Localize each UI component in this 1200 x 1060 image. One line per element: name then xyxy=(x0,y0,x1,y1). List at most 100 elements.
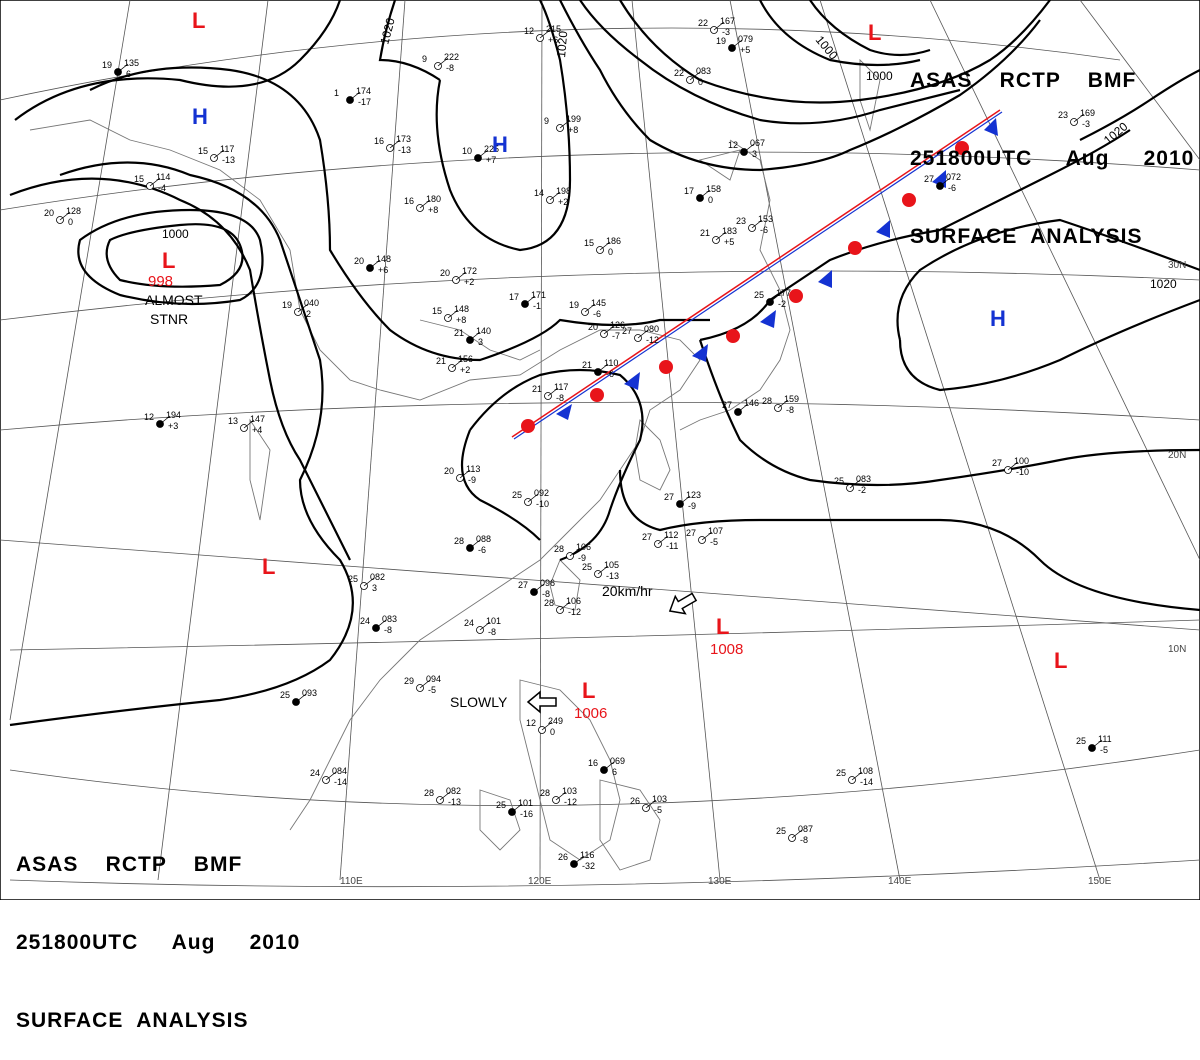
header-time-line: 251800UTC Aug 2010 xyxy=(16,931,301,954)
station-plot: 27 123-9 xyxy=(664,490,701,511)
wind-barb xyxy=(597,363,609,373)
wind-barb xyxy=(549,191,561,201)
station-temperature: 20 xyxy=(440,268,450,278)
station-pressure: 084 xyxy=(332,766,347,776)
station-tendency: -8 xyxy=(488,627,496,637)
station-temperature: 24 xyxy=(310,768,320,778)
map-header-bottom: ASAS RCTP BMF 251800UTC Aug 2010 SURFACE… xyxy=(16,800,300,1060)
station-pressure: 105 xyxy=(604,560,619,570)
station-tendency: -5 xyxy=(1100,745,1108,755)
station-plot: 19 079+5 xyxy=(716,34,753,55)
station-temperature: 26 xyxy=(558,852,568,862)
station-tendency: +2 xyxy=(464,277,474,287)
station-tendency: +8 xyxy=(428,205,438,215)
station-temperature: 25 xyxy=(582,562,592,572)
station-pressure: 186 xyxy=(606,236,621,246)
station-plot: 9 199+8 xyxy=(544,114,581,135)
wind-barb xyxy=(375,619,387,629)
station-tendency: -14 xyxy=(860,777,873,787)
station-plot: 15 148+8 xyxy=(432,304,469,325)
isobar-label: 1020 xyxy=(377,16,398,46)
station-pressure: 111 xyxy=(1098,734,1112,744)
station-plot: 19 145-6 xyxy=(569,298,606,319)
low-center: L xyxy=(582,678,595,703)
station-tendency: -3 xyxy=(1082,119,1090,129)
station-temperature: 28 xyxy=(762,396,772,406)
station-tendency: +8 xyxy=(456,315,466,325)
station-temperature: 25 xyxy=(280,690,290,700)
low-center: L xyxy=(162,248,175,273)
station-temperature: 15 xyxy=(198,146,208,156)
station-pressure: 146 xyxy=(744,398,759,408)
wind-barb xyxy=(363,577,375,587)
station-tendency: -7 xyxy=(612,331,620,341)
station-plot: 28 103-12 xyxy=(540,786,577,807)
map-header-top: ASAS RCTP BMF 251800UTC Aug 2010 SURFACE… xyxy=(910,16,1194,276)
station-tendency: -8 xyxy=(800,835,808,845)
station-temperature: 22 xyxy=(698,18,708,28)
station-plot: 23 169-3 xyxy=(1058,108,1095,129)
station-plot: 20 148+6 xyxy=(354,254,391,275)
station-plot: 25 111-5 xyxy=(1076,734,1112,755)
wind-barb xyxy=(1091,739,1103,749)
station-temperature: 21 xyxy=(532,384,542,394)
latitude-label: 10N xyxy=(1168,644,1186,655)
station-tendency: 2 xyxy=(306,309,311,319)
station-tendency: -5 xyxy=(428,685,436,695)
station-pressure: 083 xyxy=(382,614,397,624)
station-temperature: 12 xyxy=(526,718,536,728)
isobar-label: 1000 xyxy=(162,227,189,241)
low-value: 1008 xyxy=(710,641,743,658)
station-temperature: 21 xyxy=(582,360,592,370)
wind-barb xyxy=(479,621,491,631)
wind-barb xyxy=(149,177,161,187)
wind-barb xyxy=(455,271,467,281)
station-plot: 25 092-10 xyxy=(512,488,549,509)
station-temperature: 12 xyxy=(144,412,154,422)
wind-barb xyxy=(769,293,781,303)
longitude-label: 110E xyxy=(340,876,363,887)
station-plot: 27 100-10 xyxy=(992,456,1029,477)
station-temperature: 26 xyxy=(630,796,640,806)
station-pressure: 080 xyxy=(644,324,659,334)
station-temperature: 16 xyxy=(404,196,414,206)
station-pressure: 093 xyxy=(302,688,317,698)
wind-barb xyxy=(777,399,789,409)
station-temperature: 24 xyxy=(464,618,474,628)
wind-barb xyxy=(791,829,803,839)
station-pressure: 180 xyxy=(426,194,441,204)
low-value: 1006 xyxy=(574,705,607,722)
wind-barb xyxy=(447,309,459,319)
station-plot: 10 225+7 xyxy=(462,144,499,165)
station-tendency: -8 xyxy=(384,625,392,635)
wind-barb xyxy=(851,771,863,781)
station-plot: 27 107-5 xyxy=(686,526,723,547)
station-pressure: 167 xyxy=(720,16,735,26)
station-tendency: +5 xyxy=(740,45,750,55)
station-tendency: +7 xyxy=(486,155,496,165)
station-plot: 25 105-13 xyxy=(582,560,619,581)
station-tendency: -32 xyxy=(582,861,595,871)
station-pressure: 100 xyxy=(1014,456,1029,466)
station-tendency: -13 xyxy=(222,155,235,165)
station-temperature: 17 xyxy=(684,186,694,196)
high-center: H xyxy=(492,132,508,157)
station-tendency: -17 xyxy=(358,97,371,107)
station-temperature: 22 xyxy=(674,68,684,78)
station-pressure: 087 xyxy=(798,824,813,834)
wind-barb xyxy=(451,359,463,369)
latitude-label: 30N xyxy=(1168,260,1186,271)
station-tendency: 6 xyxy=(126,69,131,79)
wind-barb xyxy=(637,329,649,339)
wind-barb xyxy=(1007,461,1019,471)
low-center: L xyxy=(716,614,729,639)
station-tendency: -13 xyxy=(448,797,461,807)
station-temperature: 24 xyxy=(360,616,370,626)
movement-label: 20km/hr xyxy=(602,583,653,599)
wind-barb xyxy=(559,601,571,611)
station-pressure: 145 xyxy=(591,298,606,308)
wind-barb xyxy=(603,761,615,771)
station-temperature: 9 xyxy=(422,54,427,64)
station-tendency: 0 xyxy=(698,77,703,87)
